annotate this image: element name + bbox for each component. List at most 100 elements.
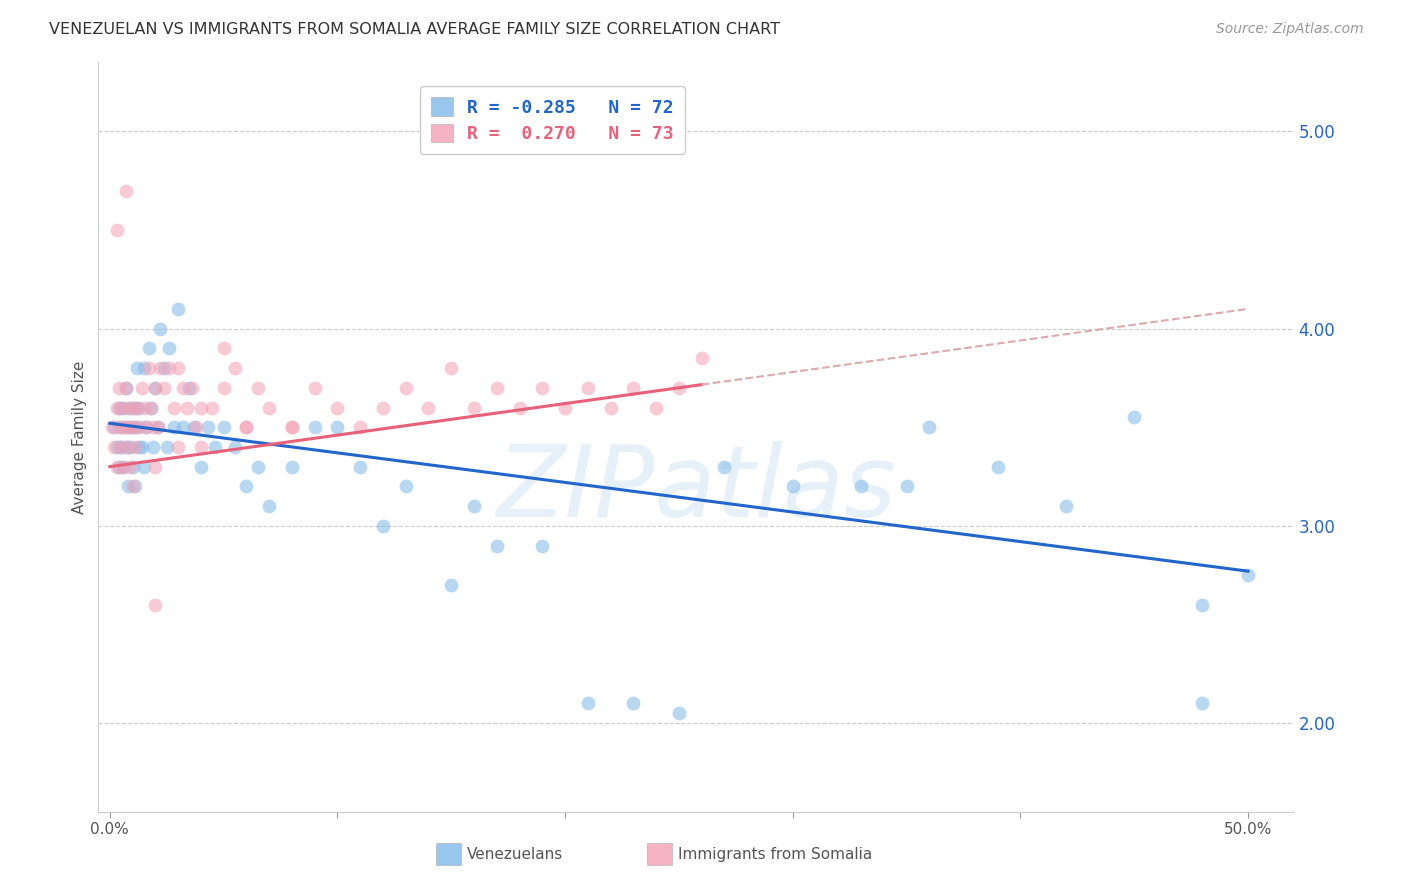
Point [349, 459, 371, 474]
Point [418, 401, 440, 415]
Point [172, 420, 194, 434]
Point [257, 499, 280, 513]
Point [1054, 499, 1077, 513]
Point [121, 401, 143, 415]
Point [576, 381, 599, 395]
Point [849, 479, 872, 493]
Point [143, 381, 166, 395]
Point [131, 381, 153, 395]
Point [212, 381, 235, 395]
Point [153, 381, 176, 395]
Point [621, 696, 644, 710]
Point [463, 499, 485, 513]
Point [157, 361, 180, 376]
Point [135, 420, 157, 434]
Point [153, 361, 176, 376]
Point [112, 459, 135, 474]
Point [246, 459, 269, 474]
Point [179, 381, 201, 395]
Point [235, 420, 257, 434]
Point [485, 381, 508, 395]
Point [172, 381, 194, 395]
Point [190, 440, 212, 454]
Point [121, 479, 143, 493]
Point [987, 459, 1010, 474]
Point [138, 342, 160, 356]
Point [105, 459, 128, 474]
Point [114, 184, 136, 198]
Legend: R = -0.285   N = 72, R =  0.270   N = 73: R = -0.285 N = 72, R = 0.270 N = 73 [420, 87, 685, 154]
Point [108, 459, 131, 474]
Point [138, 361, 160, 376]
Point [224, 361, 246, 376]
Text: Venezuelans: Venezuelans [467, 847, 562, 862]
Point [146, 420, 169, 434]
Point [112, 420, 135, 434]
Point [162, 401, 184, 415]
Point [485, 539, 508, 553]
Point [304, 420, 326, 434]
Point [186, 420, 208, 434]
Point [621, 381, 644, 395]
Point [120, 459, 142, 474]
Point [1123, 410, 1146, 425]
Point [440, 361, 463, 376]
Point [103, 440, 125, 454]
Point [105, 401, 128, 415]
Point [157, 342, 180, 356]
Point [204, 440, 226, 454]
Point [117, 479, 139, 493]
Point [110, 440, 132, 454]
Text: Immigrants from Somalia: Immigrants from Somalia [678, 847, 872, 862]
Point [124, 401, 146, 415]
Point [246, 381, 269, 395]
Point [142, 420, 165, 434]
Point [509, 401, 531, 415]
Point [132, 401, 155, 415]
Point [235, 420, 257, 434]
Point [132, 459, 155, 474]
Point [149, 361, 172, 376]
Point [1237, 568, 1260, 582]
Point [918, 420, 941, 434]
Point [668, 381, 690, 395]
Point [110, 420, 132, 434]
Point [395, 479, 418, 493]
Point [143, 598, 166, 612]
Point [114, 381, 136, 395]
Point [162, 420, 184, 434]
Point [599, 401, 621, 415]
Point [142, 440, 165, 454]
Point [713, 459, 735, 474]
Point [645, 401, 668, 415]
Point [167, 361, 190, 376]
Point [156, 440, 179, 454]
Point [120, 401, 142, 415]
Point [132, 361, 155, 376]
Point [114, 381, 136, 395]
Point [395, 381, 418, 395]
Point [128, 401, 150, 415]
Point [440, 578, 463, 592]
Point [176, 401, 198, 415]
Point [167, 440, 190, 454]
Point [101, 420, 124, 434]
Point [326, 420, 349, 434]
Point [121, 459, 143, 474]
Point [124, 479, 146, 493]
Point [103, 420, 125, 434]
Point [224, 440, 246, 454]
Point [124, 440, 146, 454]
Point [117, 420, 139, 434]
Point [257, 401, 280, 415]
Point [127, 361, 149, 376]
Point [108, 420, 131, 434]
Point [110, 440, 132, 454]
Point [149, 321, 172, 335]
Point [1191, 598, 1213, 612]
Point [371, 401, 394, 415]
Point [114, 420, 136, 434]
Point [127, 420, 149, 434]
Point [143, 381, 166, 395]
Point [197, 420, 219, 434]
